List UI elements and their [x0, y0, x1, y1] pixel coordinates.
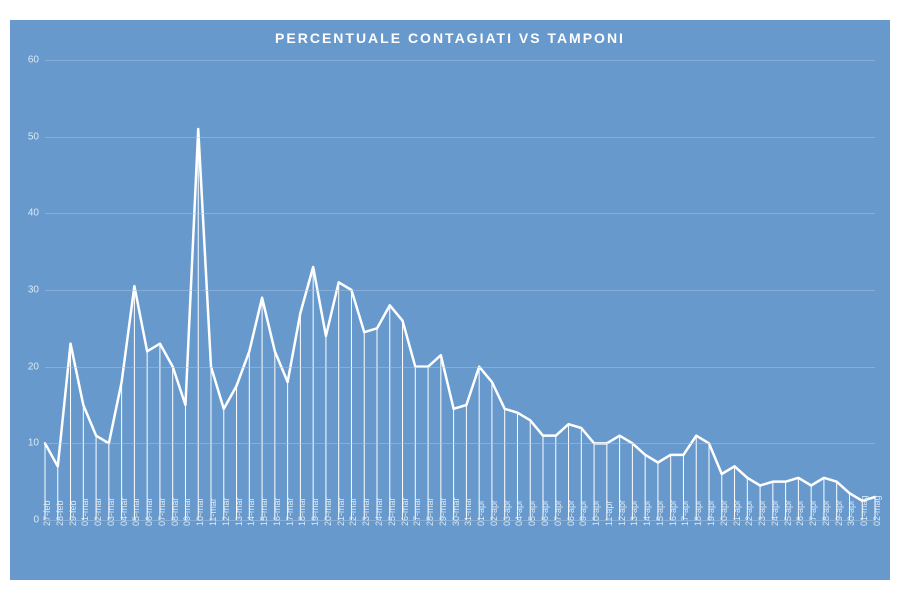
x-axis-label: 16-apr — [668, 500, 678, 526]
y-gridline — [45, 443, 875, 444]
x-axis-label: 20-mar — [323, 497, 333, 526]
x-axis-label: 18-apr — [693, 500, 703, 526]
x-axis-label: 23-apr — [757, 500, 767, 526]
x-axis-label: 29-feb — [68, 500, 78, 526]
x-axis-label: 27-apr — [808, 500, 818, 526]
x-axis-label: 28-mar — [425, 497, 435, 526]
x-axis-label: 13-apr — [629, 500, 639, 526]
x-axis-label: 05-apr — [527, 500, 537, 526]
x-axis-label: 25-mar — [387, 497, 397, 526]
plot-area: 010203040506027-feb28-feb29-feb01-mar02-… — [45, 60, 875, 520]
x-axis-label: 08-mar — [170, 497, 180, 526]
x-axis-label: 22-apr — [744, 500, 754, 526]
x-axis-label: 06-mar — [144, 497, 154, 526]
series-line — [45, 129, 875, 501]
x-axis-label: 10-mar — [195, 497, 205, 526]
x-axis-label: 26-mar — [400, 497, 410, 526]
x-axis-label: 22-mar — [348, 497, 358, 526]
x-axis-label: 02-apr — [489, 500, 499, 526]
x-axis-label: 18-mar — [297, 497, 307, 526]
x-axis-label: 01-mag — [859, 495, 869, 526]
x-axis-label: 17-mar — [285, 497, 295, 526]
x-axis-label: 29-mar — [438, 497, 448, 526]
x-axis-label: 21-mar — [336, 497, 346, 526]
x-axis-label: 25-apr — [783, 500, 793, 526]
x-axis-label: 28-feb — [55, 500, 65, 526]
x-axis-label: 07-apr — [553, 500, 563, 526]
x-axis-label: 12-apr — [617, 500, 627, 526]
chart-canvas: { "chart": { "type": "line", "title": "P… — [0, 0, 900, 600]
x-axis-label: 10-apr — [591, 500, 601, 526]
x-axis-label: 27-mar — [412, 497, 422, 526]
x-axis-label: 02-mag — [872, 495, 882, 526]
x-axis-label: 30-apr — [846, 500, 856, 526]
x-axis-label: 04-apr — [514, 500, 524, 526]
x-axis-label: 08-apr — [566, 500, 576, 526]
x-axis-label: 19-mar — [310, 497, 320, 526]
x-axis-label: 11-apr — [604, 501, 614, 526]
x-axis-label: 30-mar — [451, 497, 461, 526]
x-axis-label: 19-apr — [706, 500, 716, 526]
x-axis-label: 03-apr — [502, 500, 512, 526]
y-axis-label: 50 — [28, 131, 39, 142]
x-axis-label: 12-mar — [221, 497, 231, 526]
x-axis-label: 01-mar — [80, 497, 90, 526]
y-gridline — [45, 213, 875, 214]
x-axis-label: 16-mar — [272, 497, 282, 526]
y-axis-label: 10 — [28, 438, 39, 449]
x-axis-label: 27-feb — [42, 500, 52, 526]
x-axis-label: 29-apr — [834, 500, 844, 526]
x-axis-label: 03-mar — [106, 497, 116, 526]
x-axis-label: 24-apr — [770, 500, 780, 526]
y-axis-label: 20 — [28, 361, 39, 372]
x-axis-label: 11-mar — [208, 498, 218, 526]
chart-title: PERCENTUALE CONTAGIATI VS TAMPONI — [275, 30, 625, 46]
y-gridline — [45, 137, 875, 138]
x-axis-label: 21-apr — [732, 500, 742, 526]
x-axis-label: 09-apr — [578, 500, 588, 526]
x-axis-label: 09-mar — [182, 497, 192, 526]
x-axis-label: 01-apr — [476, 500, 486, 526]
x-axis-label: 02-mar — [93, 497, 103, 526]
x-axis-label: 05-mar — [131, 497, 141, 526]
x-axis-label: 13-mar — [234, 497, 244, 526]
x-axis-label: 06-apr — [540, 500, 550, 526]
y-axis-label: 40 — [28, 208, 39, 219]
y-gridline — [45, 60, 875, 61]
x-axis-label: 26-apr — [795, 500, 805, 526]
y-axis-label: 30 — [28, 285, 39, 296]
y-gridline — [45, 290, 875, 291]
x-axis-label: 31-mar — [463, 497, 473, 526]
x-axis-label: 24-mar — [374, 497, 384, 526]
x-axis-label: 07-mar — [157, 497, 167, 526]
x-axis-label: 15-mar — [259, 497, 269, 526]
x-axis-label: 20-apr — [719, 500, 729, 526]
x-axis-label: 14-mar — [246, 497, 256, 526]
x-axis-label: 04-mar — [119, 497, 129, 526]
y-axis-label: 60 — [28, 55, 39, 66]
y-gridline — [45, 367, 875, 368]
x-axis-label: 28-apr — [821, 500, 831, 526]
x-axis-label: 23-mar — [361, 497, 371, 526]
x-axis-label: 15-apr — [655, 500, 665, 526]
x-axis-label: 14-apr — [642, 500, 652, 526]
x-axis-label: 17-apr — [680, 500, 690, 526]
y-axis-label: 0 — [33, 515, 39, 526]
